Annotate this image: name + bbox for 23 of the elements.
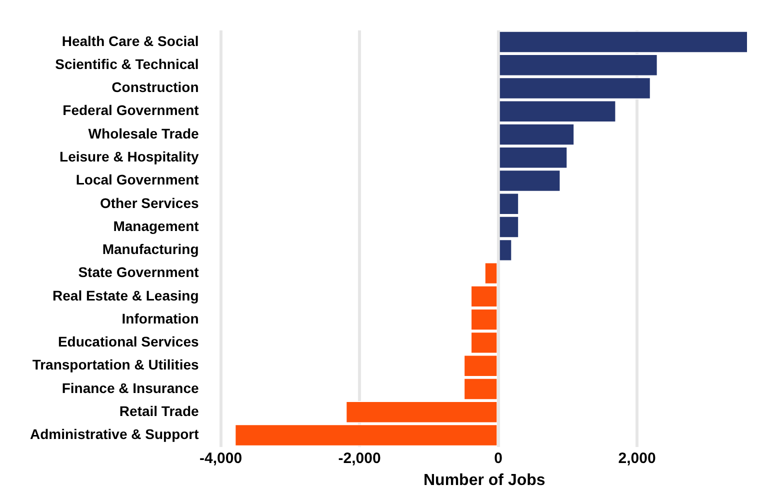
y-tick-label: Management: [113, 218, 200, 234]
x-tick-label: 2,000: [618, 450, 656, 467]
y-tick-label: Finance & Insurance: [62, 380, 199, 396]
y-tick-label: Information: [122, 310, 199, 326]
y-tick-label: Transportation & Utilities: [32, 356, 199, 373]
y-tick-label: Administrative & Support: [30, 426, 200, 442]
y-tick-label: Scientific & Technical: [55, 56, 199, 72]
y-tick-label: Retail Trade: [119, 402, 199, 419]
y-tick-label: Local Government: [76, 172, 200, 188]
y-tick-label: State Government: [78, 264, 200, 280]
y-tick-label: Construction: [112, 79, 199, 96]
y-tick-label: Wholesale Trade: [88, 125, 200, 142]
x-tick-label: -4,000: [200, 450, 242, 467]
y-tick-label: Leisure & Hospitality: [60, 148, 199, 164]
y-tick-label: Other Services: [100, 194, 199, 211]
x-tick-label: 0: [494, 450, 502, 467]
y-tick-label: Manufacturing: [102, 241, 199, 258]
y-tick-label: Federal Government: [62, 102, 200, 118]
y-tick-label: Educational Services: [58, 334, 200, 350]
x-axis-title: Number of Jobs: [424, 472, 546, 489]
x-tick-label: -2,000: [338, 450, 381, 467]
y-tick-label: Health Care & Social: [62, 32, 199, 49]
y-tick-label: Real Estate & Leasing: [52, 287, 199, 304]
